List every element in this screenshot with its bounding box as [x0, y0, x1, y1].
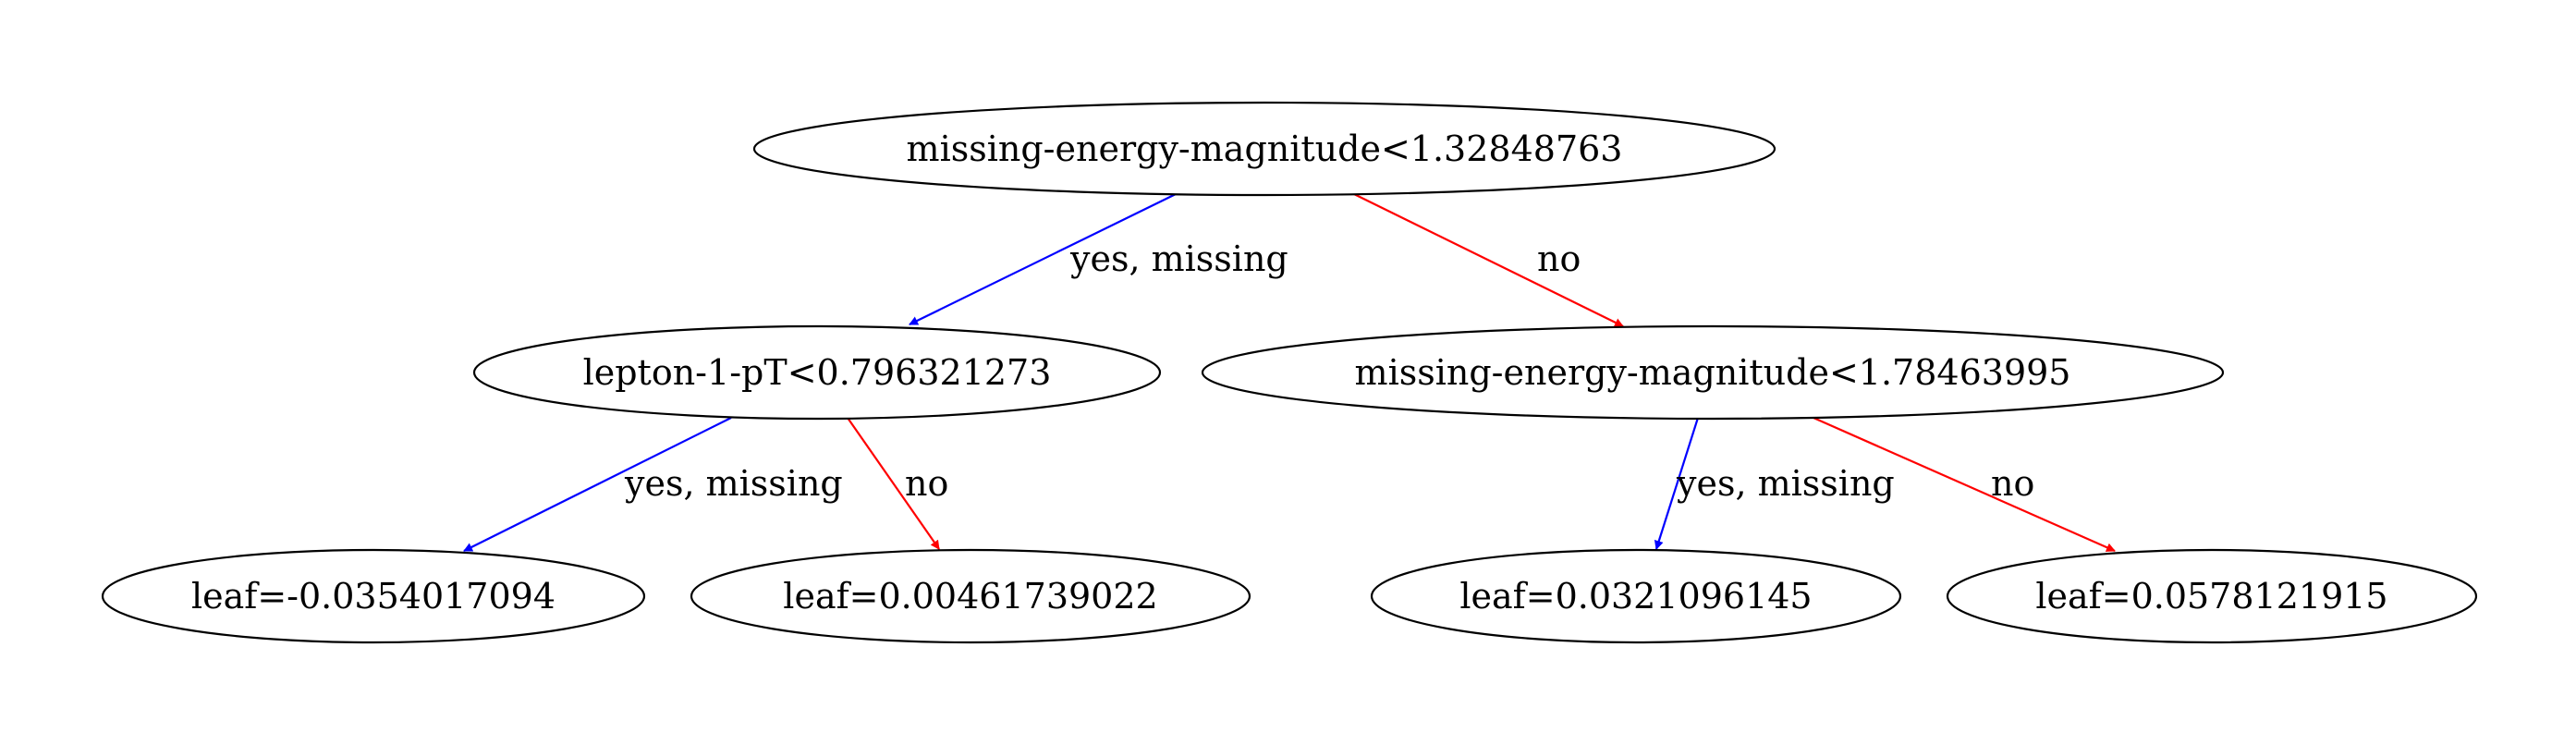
node-ellipse	[1370, 548, 1902, 644]
leaf-node-small: leaf=0.00461739022	[690, 548, 1251, 644]
edge-line-yes	[1654, 417, 1700, 550]
split-node-root: missing-energy-magnitude<1.32848763	[752, 101, 1776, 197]
nodes: missing-energy-magnitude<1.32848763 lept…	[101, 101, 2478, 644]
edge-label-yes-missing: yes, missing	[1676, 463, 1895, 504]
edge-root-to-lepton-split: yes, missing	[909, 193, 1288, 325]
edge-label-no: no	[1991, 463, 2034, 504]
node-ellipse	[101, 548, 646, 644]
leaf-node-negative: leaf=-0.0354017094	[101, 548, 646, 644]
node-label: missing-energy-magnitude<1.78463995	[1355, 352, 2071, 393]
node-ellipse	[1946, 548, 2478, 644]
edge-label-yes-missing: yes, missing	[624, 463, 843, 504]
edge-label-yes-missing: yes, missing	[1069, 238, 1288, 279]
edges: yes, missing no yes, missing no yes, mis…	[463, 193, 2116, 553]
edge-lepton-to-leaf-negative: yes, missing	[463, 417, 843, 552]
node-ellipse	[472, 324, 1162, 421]
node-label: leaf=0.0578121915	[2035, 576, 2387, 617]
node-ellipse	[752, 101, 1776, 197]
edge-line-no	[1353, 193, 1624, 327]
edge-lepton-to-leaf-small: no	[847, 417, 948, 550]
edge-label-no: no	[905, 463, 948, 504]
edge-line-yes	[909, 193, 1177, 325]
node-label: leaf=-0.0354017094	[191, 576, 555, 617]
node-label: lepton-1-pT<0.796321273	[583, 352, 1052, 393]
edge-energy-to-leaf-large: no	[1813, 416, 2116, 553]
edge-line-no	[1813, 416, 2116, 553]
edge-line-no	[847, 417, 940, 550]
edge-energy-to-leaf-mid: yes, missing	[1654, 417, 1895, 550]
node-label: leaf=0.00461739022	[783, 576, 1157, 617]
split-node-energy: missing-energy-magnitude<1.78463995	[1201, 324, 2225, 421]
edge-root-to-energy-split: no	[1353, 193, 1624, 327]
split-node-lepton: lepton-1-pT<0.796321273	[472, 324, 1162, 421]
edge-label-no: no	[1537, 238, 1581, 279]
node-ellipse	[690, 548, 1251, 644]
node-label: leaf=0.0321096145	[1459, 576, 1812, 617]
node-ellipse	[1201, 324, 2225, 421]
edge-line-yes	[463, 417, 732, 552]
leaf-node-large: leaf=0.0578121915	[1946, 548, 2478, 644]
leaf-node-mid: leaf=0.0321096145	[1370, 548, 1902, 644]
node-label: missing-energy-magnitude<1.32848763	[907, 128, 1623, 169]
